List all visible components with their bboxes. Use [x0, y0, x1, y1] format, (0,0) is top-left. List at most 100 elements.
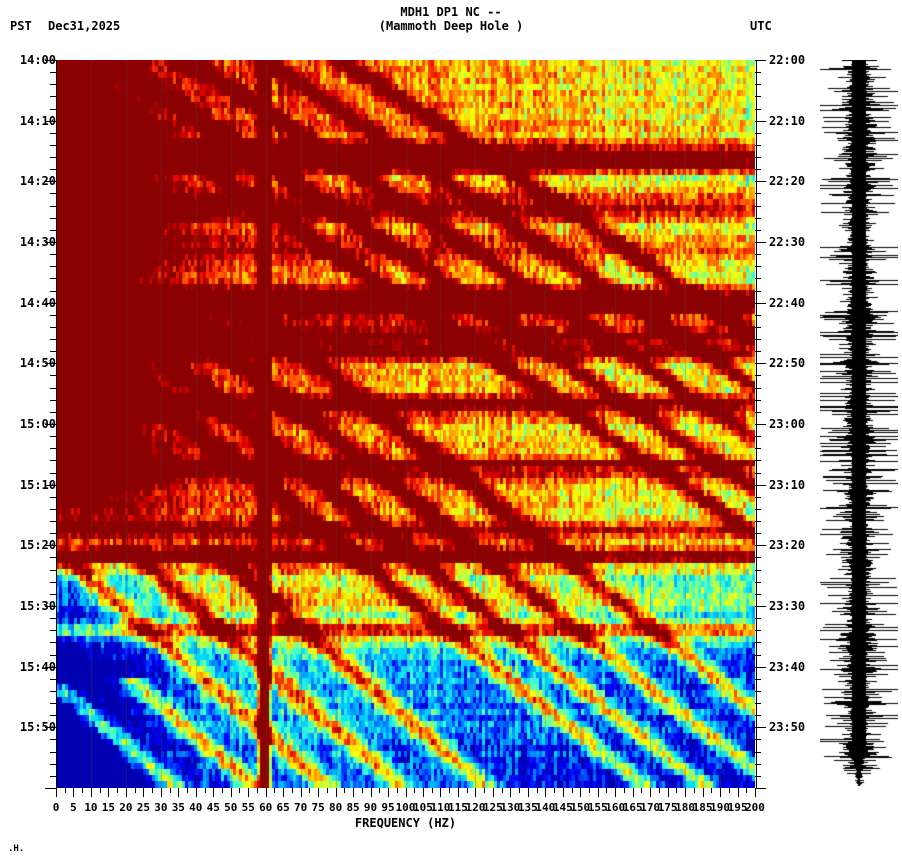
- x-axis-label: 95: [381, 801, 395, 814]
- axis-tick: [720, 788, 721, 797]
- axis-tick: [45, 181, 56, 182]
- axis-tick: [598, 788, 599, 797]
- axis-tick: [755, 96, 761, 97]
- y-axis-label-utc: 23:20: [769, 538, 806, 552]
- axis-tick: [755, 509, 761, 510]
- axis-tick: [50, 266, 56, 267]
- axis-tick: [50, 764, 56, 765]
- axis-tick: [50, 618, 56, 619]
- axis-tick: [755, 715, 761, 716]
- axis-tick: [50, 703, 56, 704]
- axis-tick: [755, 315, 761, 316]
- axis-tick: [755, 278, 761, 279]
- axis-tick: [432, 788, 433, 793]
- axis-tick: [371, 788, 372, 797]
- axis-tick: [755, 533, 761, 534]
- axis-tick: [91, 788, 92, 797]
- x-axis-label: 25: [136, 801, 150, 814]
- axis-tick: [50, 218, 56, 219]
- axis-tick: [755, 485, 766, 486]
- x-axis-label: 155: [587, 801, 608, 814]
- x-axis-label: 65: [276, 801, 290, 814]
- axis-tick: [50, 752, 56, 753]
- axis-tick: [563, 788, 564, 797]
- y-axis-label-utc: 23:10: [769, 478, 806, 492]
- axis-tick: [45, 363, 56, 364]
- axis-tick: [755, 266, 761, 267]
- axis-tick: [45, 121, 56, 122]
- axis-tick: [50, 473, 56, 474]
- axis-tick: [537, 788, 538, 793]
- axis-tick: [50, 533, 56, 534]
- axis-tick: [755, 375, 761, 376]
- x-axis-label: 80: [328, 801, 343, 814]
- axis-tick: [50, 497, 56, 498]
- seismogram-trace-panel[interactable]: [820, 60, 898, 786]
- x-axis-label: 55: [241, 801, 255, 814]
- axis-tick: [440, 788, 441, 797]
- axis-tick: [755, 473, 761, 474]
- axis-tick: [50, 630, 56, 631]
- axis-tick: [45, 606, 56, 607]
- y-axis-label-pst: 15:40: [19, 660, 56, 674]
- axis-tick: [755, 497, 761, 498]
- axis-tick: [56, 788, 57, 797]
- y-axis-label-pst: 15:50: [19, 720, 56, 734]
- axis-tick: [301, 788, 302, 797]
- axis-tick: [755, 655, 761, 656]
- axis-tick: [222, 788, 223, 793]
- axis-tick: [755, 242, 766, 243]
- timezone-label-right: UTC: [750, 19, 772, 33]
- axis-tick: [755, 776, 761, 777]
- axis-tick: [45, 60, 56, 61]
- axis-tick: [755, 412, 761, 413]
- axis-tick: [274, 788, 275, 793]
- axis-tick: [239, 788, 240, 793]
- axis-tick: [755, 788, 756, 797]
- seismogram-trace-canvas: [820, 60, 898, 786]
- axis-tick: [50, 230, 56, 231]
- axis-tick: [309, 788, 310, 793]
- axis-tick: [161, 788, 162, 797]
- axis-tick: [50, 642, 56, 643]
- x-axis-label: 135: [517, 801, 538, 814]
- axis-tick: [50, 169, 56, 170]
- axis-tick: [519, 788, 520, 793]
- axis-tick: [755, 193, 761, 194]
- axis-tick: [694, 788, 695, 793]
- axis-tick: [406, 788, 407, 797]
- date-label: Dec31,2025: [48, 19, 121, 33]
- axis-tick: [755, 788, 766, 789]
- axis-tick: [283, 788, 284, 797]
- time-axis-pst: [36, 60, 56, 789]
- x-axis-label: 90: [363, 801, 378, 814]
- x-axis-label: 160: [605, 801, 626, 814]
- axis-tick: [50, 109, 56, 110]
- x-axis-label: 75: [311, 801, 325, 814]
- timezone-label-left: PST: [10, 19, 32, 33]
- frequency-axis: [56, 788, 756, 798]
- axis-tick: [187, 788, 188, 793]
- y-axis-label-pst: 15:30: [19, 599, 56, 613]
- x-axis-label: 20: [119, 801, 133, 814]
- axis-tick: [755, 630, 761, 631]
- x-axis-label: 15: [101, 801, 116, 814]
- axis-tick: [755, 764, 761, 765]
- axis-tick: [755, 291, 761, 292]
- corner-mark: .H.: [8, 844, 25, 854]
- y-axis-label-utc: 22:30: [769, 235, 806, 249]
- axis-tick: [292, 788, 293, 793]
- spectrogram-plot[interactable]: [56, 60, 755, 788]
- axis-tick: [257, 788, 258, 793]
- axis-tick: [755, 72, 761, 73]
- axis-tick: [50, 557, 56, 558]
- axis-tick: [755, 206, 761, 207]
- axis-tick: [755, 181, 766, 182]
- y-axis-label-utc: 22:00: [769, 53, 806, 67]
- y-axis-label-utc: 23:00: [769, 417, 806, 431]
- axis-tick: [50, 145, 56, 146]
- axis-tick: [624, 788, 625, 793]
- axis-tick: [528, 788, 529, 797]
- axis-tick: [45, 485, 56, 486]
- x-axis-label: 35: [171, 801, 185, 814]
